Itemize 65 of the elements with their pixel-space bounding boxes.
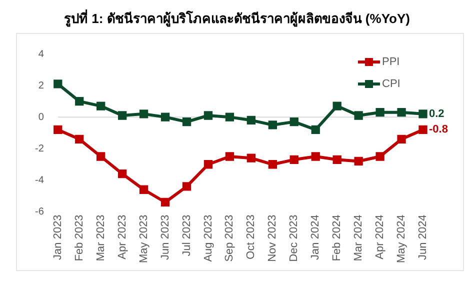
x-tick-label: Jan 2024: [310, 214, 322, 260]
chart-title: รูปที่ 1: ดัชนีราคาผู้บริโภคและดัชนีราคาผู้ผลิตของจีน (%YoY): [63, 8, 411, 29]
point: [54, 125, 62, 134]
y-tick-label: -6: [34, 206, 44, 218]
y-tick-label: -4: [34, 174, 44, 186]
point: [246, 154, 256, 162]
x-tick-label: Sep 2023: [224, 214, 236, 262]
point: [397, 134, 406, 144]
point: [96, 102, 106, 110]
y-tick-label: 0: [38, 112, 44, 123]
point: [311, 125, 320, 134]
point: [397, 108, 406, 117]
legend-label: CPI: [382, 78, 400, 90]
data-label: -0.8: [429, 124, 448, 136]
point: [75, 96, 84, 106]
point: [204, 111, 213, 120]
y-tick-label: 2: [38, 80, 44, 92]
y-tick-label: -2: [34, 143, 44, 154]
point: [268, 160, 277, 169]
x-tick-label: Dec 2023: [288, 214, 300, 262]
point: [418, 125, 428, 134]
x-tick-label: Jun 2023: [159, 214, 172, 260]
point: [118, 170, 127, 178]
point: [139, 110, 148, 118]
x-tick-label: May 2024: [396, 214, 408, 264]
point: [225, 152, 234, 161]
x-tick-label: Jan 2023: [52, 214, 64, 260]
point: [332, 102, 342, 110]
x-tick-label: Jul 2023: [180, 214, 193, 256]
point: [160, 198, 170, 207]
x-tick-label: Oct 2023: [245, 214, 258, 260]
point: [160, 112, 170, 122]
x-tick-label: Apr 2024: [374, 214, 386, 260]
point: [118, 111, 127, 120]
point: [376, 108, 384, 117]
y-tick-label: 4: [38, 48, 44, 60]
x-tick-label: Feb 2024: [331, 214, 344, 262]
point: [182, 182, 192, 191]
point: [204, 160, 213, 169]
x-tick-label: Apr 2023: [116, 214, 128, 260]
x-tick-label: Jun 2024: [417, 214, 430, 260]
x-tick-label: Mar 2024: [352, 214, 365, 262]
point: [182, 117, 192, 126]
point: [268, 120, 277, 130]
point: [311, 152, 320, 161]
point: [225, 112, 234, 122]
point: [354, 156, 363, 166]
point: [75, 134, 84, 144]
point: [418, 110, 428, 118]
x-tick-label: Aug 2023: [202, 214, 214, 262]
point: [246, 116, 256, 125]
point: [139, 185, 148, 194]
x-tick-label: Mar 2023: [94, 214, 107, 262]
x-tick-label: Feb 2023: [73, 214, 86, 262]
point: [332, 155, 342, 164]
point: [290, 117, 298, 126]
point: [96, 152, 106, 161]
x-tick-label: May 2023: [138, 214, 150, 264]
point: [290, 155, 298, 164]
data-label: 0.2: [429, 108, 444, 120]
point: [354, 111, 363, 120]
point: [376, 152, 384, 161]
x-tick-label: Nov 2023: [266, 214, 279, 262]
point: [54, 80, 62, 88]
legend-label: PPI: [382, 56, 400, 68]
